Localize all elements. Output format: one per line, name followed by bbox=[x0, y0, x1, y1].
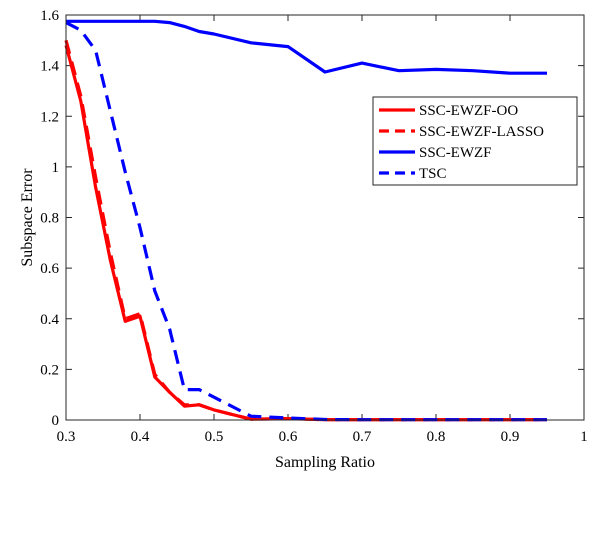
y-tick-label: 0.6 bbox=[40, 261, 59, 277]
x-tick-label: 0.6 bbox=[279, 429, 298, 445]
y-axis-label: Subspace Error bbox=[19, 168, 36, 267]
legend: SSC-EWZF-OO SSC-EWZF-LASSO SSC-EWZF TSC bbox=[372, 96, 578, 186]
legend-entry-label: SSC-EWZF-OO bbox=[419, 103, 518, 119]
y-tick-label: 0.2 bbox=[40, 362, 59, 378]
y-tick-label: 1 bbox=[52, 160, 60, 176]
legend-box bbox=[372, 96, 578, 186]
x-axis-label: Sampling Ratio bbox=[275, 454, 375, 471]
ticks-layer bbox=[65, 14, 585, 421]
x-tick-label: 0.8 bbox=[427, 429, 446, 445]
tick-labels-layer: 0.3 0.4 0.5 0.6 0.7 0.8 0.9 1 0 0.2 0.4 0.6 0.8 1 1.2 1… bbox=[40, 8, 588, 445]
series-line-ssc-ewzf-lasso bbox=[64, 39, 547, 422]
series-line-ssc-ewzf bbox=[66, 19, 547, 75]
x-tick-label: 0.9 bbox=[501, 429, 520, 445]
y-tick-label: 1.2 bbox=[40, 109, 59, 125]
legend-entry-label: TSC bbox=[419, 166, 447, 182]
y-tick-label: 0.8 bbox=[40, 211, 59, 227]
x-tick-label: 1 bbox=[580, 429, 588, 445]
plot-area-frame bbox=[65, 14, 585, 421]
series-layer bbox=[64, 19, 547, 422]
legend-entry-label: SSC-EWZF bbox=[419, 145, 492, 161]
legend-entry-label: SSC-EWZF-LASSO bbox=[419, 124, 544, 140]
y-tick-label: 1.6 bbox=[40, 8, 59, 24]
series-line-tsc bbox=[65, 21, 547, 422]
y-tick-label: 0.4 bbox=[40, 312, 59, 328]
x-tick-label: 0.4 bbox=[131, 429, 150, 445]
x-tick-label: 0.5 bbox=[205, 429, 224, 445]
x-tick-label: 0.3 bbox=[57, 429, 76, 445]
y-tick-label: 1.4 bbox=[40, 59, 59, 75]
x-tick-label: 0.7 bbox=[353, 429, 372, 445]
y-tick-label: 0 bbox=[52, 413, 60, 429]
